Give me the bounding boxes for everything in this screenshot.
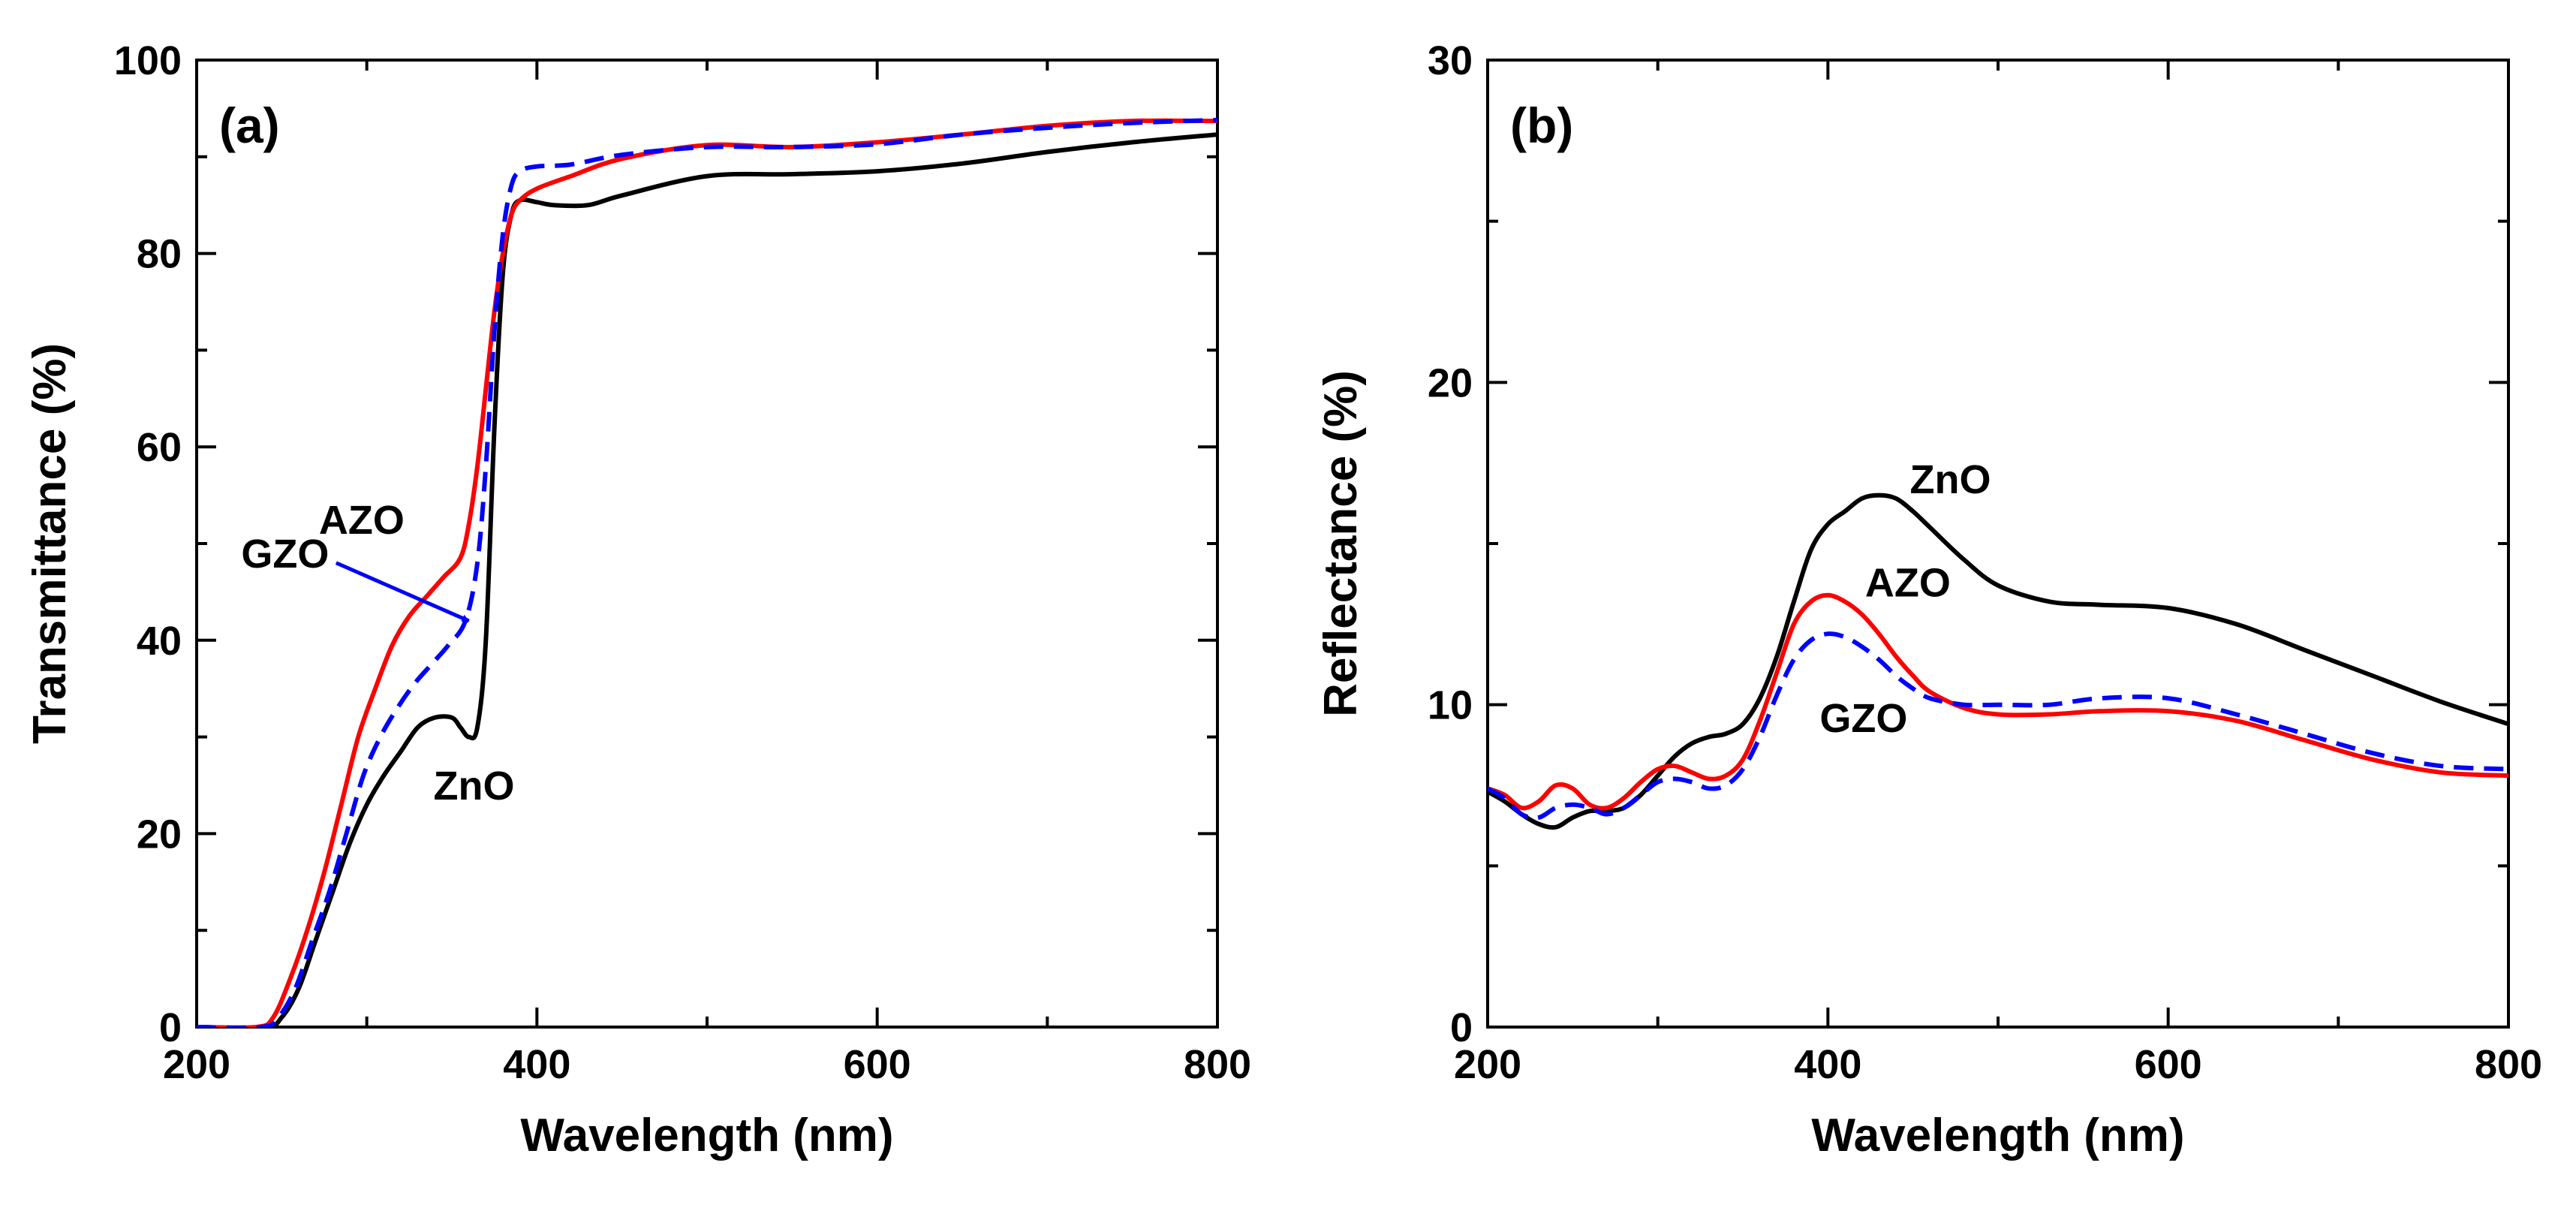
- y-tick-label: 20: [137, 812, 182, 857]
- y-tick-label: 40: [137, 619, 182, 664]
- x-tick-label: 800: [1184, 1042, 1251, 1087]
- x-tick-label: 600: [2135, 1042, 2202, 1087]
- x-tick-label: 200: [163, 1042, 230, 1087]
- panel-label: (b): [1510, 98, 1573, 153]
- y-tick-label: 60: [137, 425, 182, 470]
- series-line-azo: [1488, 592, 2508, 811]
- x-tick-label: 800: [2475, 1042, 2542, 1087]
- y-tick-label: 0: [1450, 1005, 1473, 1050]
- y-tick-label: 20: [1428, 360, 1473, 405]
- y-tick-label: 0: [159, 1005, 182, 1050]
- x-tick-label: 400: [503, 1042, 570, 1087]
- annotation-azo: AZO: [319, 498, 405, 543]
- x-axis-title: Wavelength (nm): [1811, 1110, 2184, 1161]
- y-tick-label: 100: [114, 38, 182, 83]
- series-line-zno: [1488, 493, 2508, 830]
- x-tick-label: 400: [1794, 1042, 1861, 1087]
- plot-frame: [195, 59, 1219, 1029]
- panel-label: (a): [219, 98, 280, 153]
- y-tick-label: 80: [137, 232, 182, 277]
- x-tick-label: 600: [844, 1042, 911, 1087]
- x-axis-title: Wavelength (nm): [520, 1110, 893, 1161]
- annotation-gzo: GZO: [241, 532, 329, 577]
- panel-b: 200 400 600 800 0 10 20 30 Wavelength (nm) Reflec…: [1315, 38, 2542, 1161]
- panel-a: 200 400 600 800 0 20 40 60 80 100 Wavelength (nm) T…: [24, 38, 1251, 1161]
- annotation-zno: ZnO: [1910, 457, 1991, 502]
- annotation-azo: AZO: [1865, 561, 1951, 606]
- annotation-gzo: GZO: [1819, 696, 1907, 741]
- annotation-zno: ZnO: [433, 764, 514, 809]
- plot-frame: [1486, 59, 2510, 1029]
- series-line-gzo: [1488, 631, 2508, 821]
- y-tick-label: 10: [1428, 683, 1473, 728]
- series-line-zno: [197, 132, 1217, 1027]
- x-tick-label: 200: [1454, 1042, 1521, 1087]
- y-tick-label: 30: [1428, 38, 1473, 83]
- y-axis-title: Transmittance (%): [24, 343, 76, 744]
- annotation-arrow: [335, 561, 470, 623]
- series-line-azo: [197, 118, 1217, 1027]
- series-line-gzo: [197, 117, 1217, 1027]
- y-axis-title: Reflectance (%): [1315, 370, 1367, 717]
